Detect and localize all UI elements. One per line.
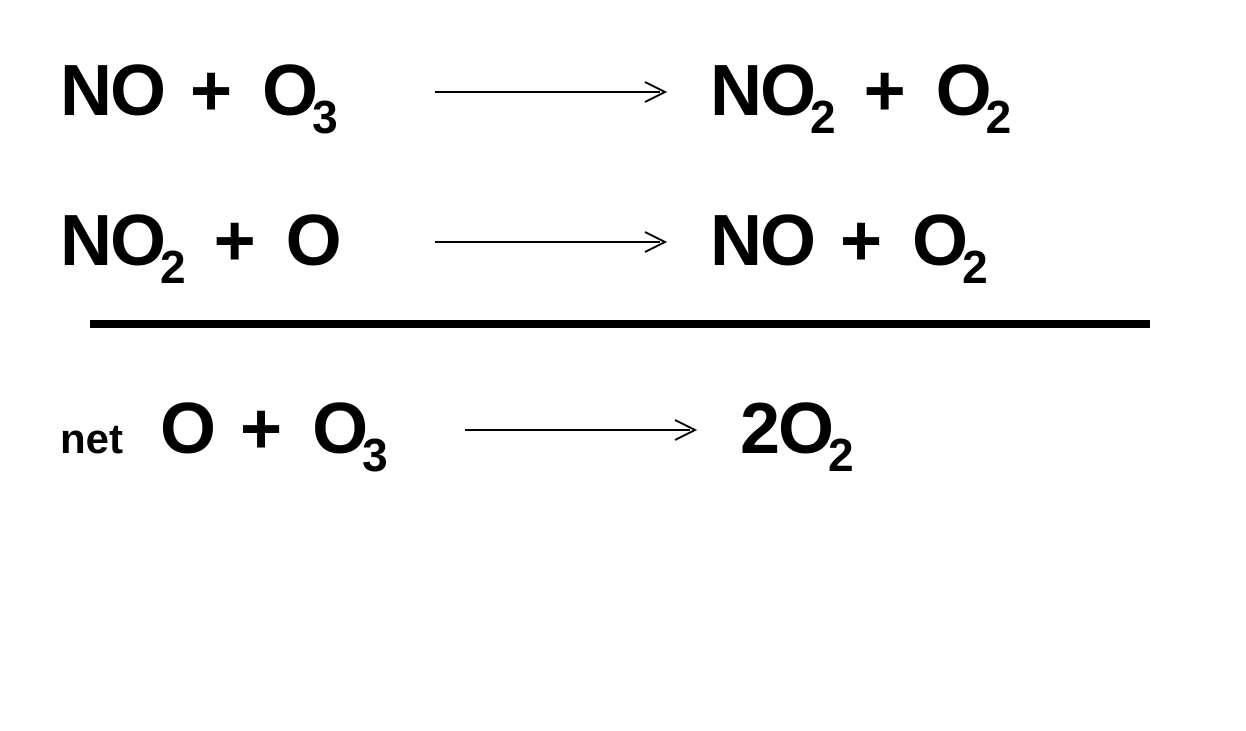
species-sub: 3 — [312, 90, 336, 144]
species-sub: 2 — [810, 90, 834, 144]
species-base: NO — [60, 50, 164, 132]
species-base: NO — [60, 200, 164, 282]
reaction-arrow-icon — [435, 227, 675, 257]
plus-symbol: + — [864, 50, 906, 132]
reaction-arrow-icon — [465, 415, 705, 445]
net-label: net — [60, 415, 130, 463]
species-sub: 2 — [160, 240, 184, 294]
reactants-2: NO 2 + O — [60, 200, 400, 282]
reaction-row-2: NO 2 + O NO + O 2 — [60, 200, 1190, 290]
species-O3: O 3 — [262, 50, 336, 132]
plus-symbol: + — [190, 50, 232, 132]
net-products: 2O 2 — [740, 388, 852, 470]
plus-symbol: + — [240, 388, 282, 470]
plus-symbol: + — [214, 200, 256, 282]
reactants-1: NO + O 3 — [60, 50, 400, 132]
reaction-diagram: NO + O 3 NO 2 + O 2 — [60, 50, 1190, 478]
net-reaction-row: net O + O 3 2O 2 — [60, 388, 1190, 478]
species-NO: NO — [60, 50, 160, 132]
plus-symbol: + — [840, 200, 882, 282]
species-O3: O 3 — [312, 388, 386, 470]
species-base: 2O — [740, 388, 832, 470]
summation-divider — [90, 320, 1150, 328]
species-sub: 2 — [962, 240, 986, 294]
species-NO2: NO 2 — [710, 50, 834, 132]
species-O: O — [286, 200, 336, 282]
species-O2: O 2 — [912, 200, 986, 282]
species-base: O — [912, 200, 966, 282]
species-base: O — [312, 388, 366, 470]
species-NO: NO — [710, 200, 810, 282]
species-base: O — [160, 388, 214, 470]
species-base: O — [286, 200, 340, 282]
products-1: NO 2 + O 2 — [710, 50, 1009, 132]
species-2O2: 2O 2 — [740, 388, 852, 470]
products-2: NO + O 2 — [710, 200, 986, 282]
species-base: NO — [710, 50, 814, 132]
reaction-arrow-icon — [435, 77, 675, 107]
species-sub: 3 — [362, 428, 386, 482]
reaction-row-1: NO + O 3 NO 2 + O 2 — [60, 50, 1190, 140]
species-NO2: NO 2 — [60, 200, 184, 282]
net-reactants: O + O 3 — [160, 388, 430, 470]
species-sub: 2 — [986, 90, 1010, 144]
species-base: O — [936, 50, 990, 132]
species-sub: 2 — [828, 428, 852, 482]
species-O2: O 2 — [936, 50, 1010, 132]
species-O: O — [160, 388, 210, 470]
species-base: NO — [710, 200, 814, 282]
species-base: O — [262, 50, 316, 132]
